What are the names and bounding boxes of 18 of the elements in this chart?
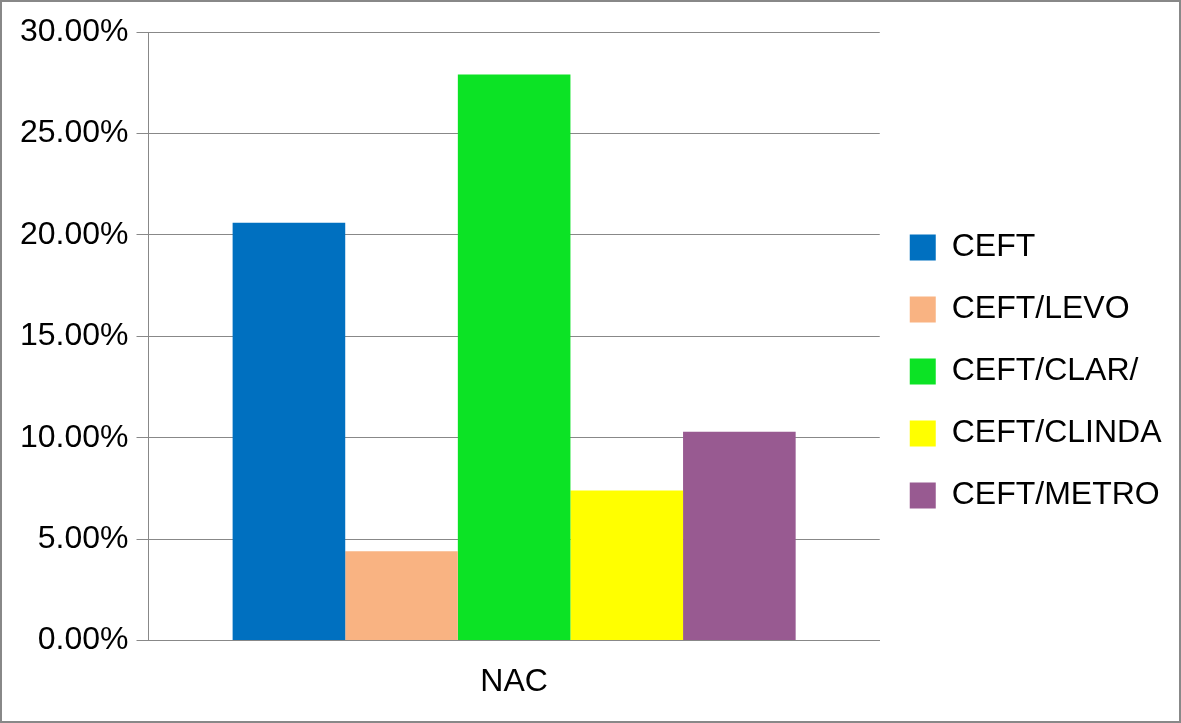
bar [345, 551, 458, 641]
bar [570, 490, 684, 641]
legend-label: CEFT/METRO [951, 475, 1160, 512]
y-tick-label: 20.00% [20, 214, 129, 251]
bar [683, 431, 796, 641]
y-tick-label: 0.00% [37, 620, 129, 657]
bar [232, 222, 346, 641]
y-tick-label: 30.00% [20, 11, 129, 48]
y-tick-label: 5.00% [37, 518, 129, 555]
legend-label: CEFT/CLAR/ [951, 351, 1139, 388]
y-tick-label: 25.00% [20, 113, 129, 150]
bar [457, 74, 571, 641]
x-tick-label: NAC [480, 661, 548, 698]
legend-label: CEFT [951, 227, 1036, 264]
legend-label: CEFT/CLINDA [951, 413, 1163, 450]
legend-label: CEFT/LEVO [951, 289, 1130, 326]
y-tick-label: 15.00% [20, 316, 129, 353]
y-tick-label: 10.00% [20, 417, 129, 454]
